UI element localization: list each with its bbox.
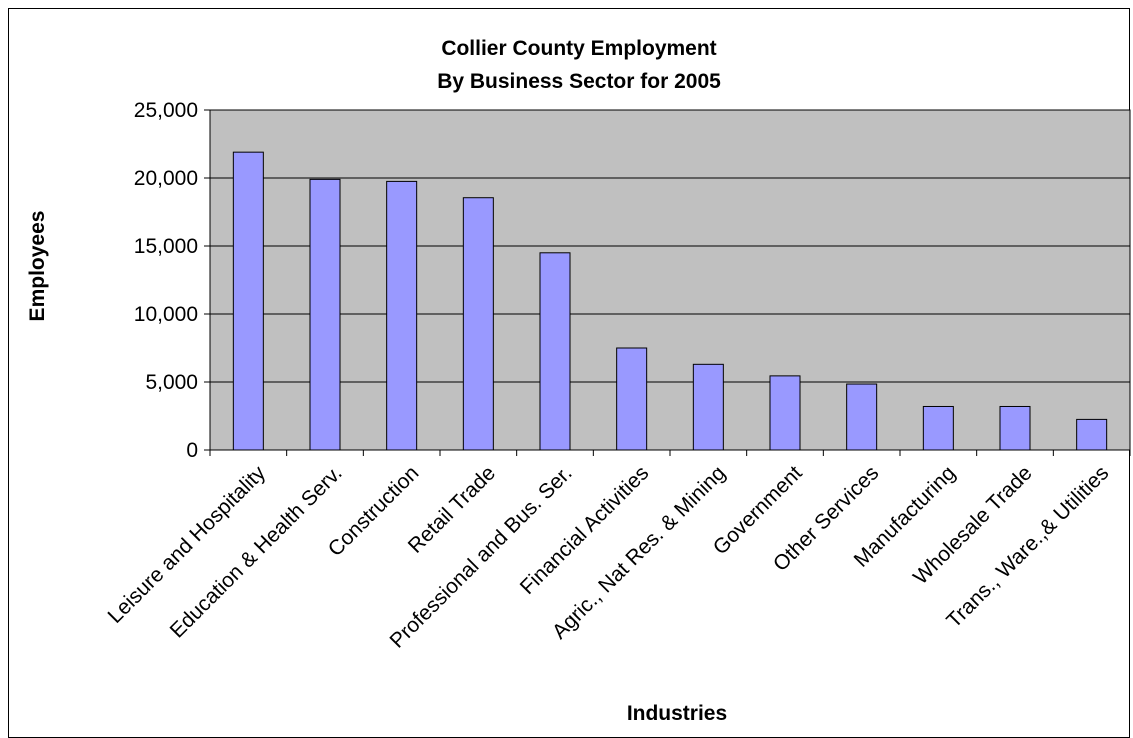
bar xyxy=(386,180,418,451)
y-tick-label: 15,000 xyxy=(134,235,198,258)
bar xyxy=(462,197,494,451)
y-tick-label: 25,000 xyxy=(134,99,198,122)
y-tick-label: 10,000 xyxy=(134,303,198,326)
bar xyxy=(922,405,954,451)
bar xyxy=(692,363,724,451)
bar xyxy=(309,178,341,451)
bar xyxy=(1076,418,1108,451)
bar xyxy=(539,252,571,451)
plot-area xyxy=(209,109,1131,451)
chart-title-line1: Collier County Employment xyxy=(441,37,716,60)
y-axis-ticks: 0 5,000 10,000 15,000 20,000 25,000 xyxy=(134,99,210,462)
bar xyxy=(846,383,878,451)
bar xyxy=(616,347,648,451)
bar xyxy=(769,375,801,451)
x-category-label: Financial Activities xyxy=(516,461,654,599)
chart-title-line2: By Business Sector for 2005 xyxy=(437,70,721,93)
x-category-label: Leisure and Hospitality xyxy=(104,461,271,628)
y-tick-label: 5,000 xyxy=(145,371,198,394)
y-axis-title: Employees xyxy=(26,211,49,322)
chart-frame: Collier County Employment By Business Se… xyxy=(8,8,1131,738)
bar-chart: Collier County Employment By Business Se… xyxy=(26,37,1131,725)
bar xyxy=(999,405,1031,451)
y-tick-label: 0 xyxy=(186,439,198,462)
x-category-label: Trans., Ware.,& Utilities xyxy=(942,461,1113,632)
bars xyxy=(232,151,1108,451)
bar xyxy=(232,151,264,451)
gridlines xyxy=(210,109,1130,383)
y-tick-label: 20,000 xyxy=(134,167,198,190)
x-axis-title: Industries xyxy=(627,702,727,725)
